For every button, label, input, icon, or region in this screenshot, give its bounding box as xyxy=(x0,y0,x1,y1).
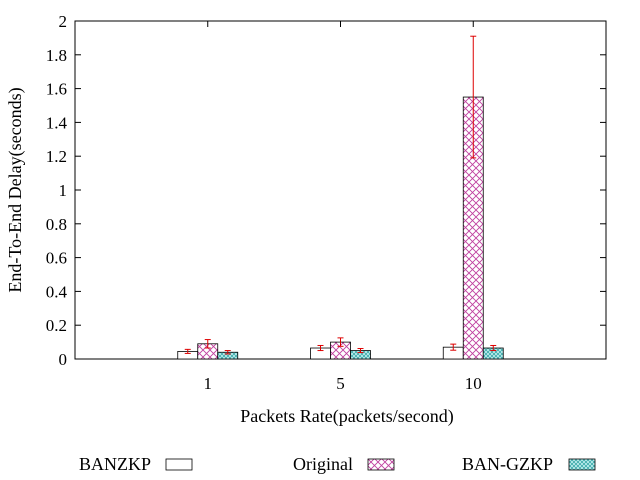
x-tick-label: 5 xyxy=(336,374,345,393)
y-axis-ticks: 0 0.2 0.4 0.6 0.8 1 1.2 1.4 1.6 1.8 2 xyxy=(46,12,606,369)
y-tick-label: 0.8 xyxy=(46,215,67,234)
y-tick-label: 1.4 xyxy=(46,113,68,132)
y-tick-label: 1.2 xyxy=(46,147,67,166)
error-bars xyxy=(184,35,497,355)
bar-series xyxy=(177,96,504,360)
x-tick-label: 1 xyxy=(204,374,213,393)
x-axis-ticks: 1 5 10 xyxy=(204,21,482,393)
x-tick-label: 10 xyxy=(465,374,482,393)
y-tick-label: 0.4 xyxy=(46,282,68,301)
y-tick-label: 1.8 xyxy=(46,46,67,65)
legend-swatch xyxy=(165,458,193,471)
legend-swatch xyxy=(367,458,395,471)
x-axis-label: Packets Rate(packets/second) xyxy=(240,406,453,427)
legend-label: BAN-GZKP xyxy=(462,454,553,474)
y-tick-label: 1 xyxy=(59,181,68,200)
y-tick-label: 2 xyxy=(59,12,68,31)
plot-area xyxy=(74,20,607,360)
legend-swatch xyxy=(568,458,596,471)
legend-label: BANZKP xyxy=(79,454,151,474)
y-tick-label: 0.6 xyxy=(46,249,67,268)
y-axis-label: End-To-End Delay(seconds) xyxy=(5,87,26,292)
y-tick-label: 0.2 xyxy=(46,316,67,335)
legend-label: Original xyxy=(293,454,353,474)
legend: BANZKP Original BAN-GZKP xyxy=(79,454,596,474)
y-tick-label: 0 xyxy=(59,350,68,369)
y-tick-label: 1.6 xyxy=(46,80,67,99)
